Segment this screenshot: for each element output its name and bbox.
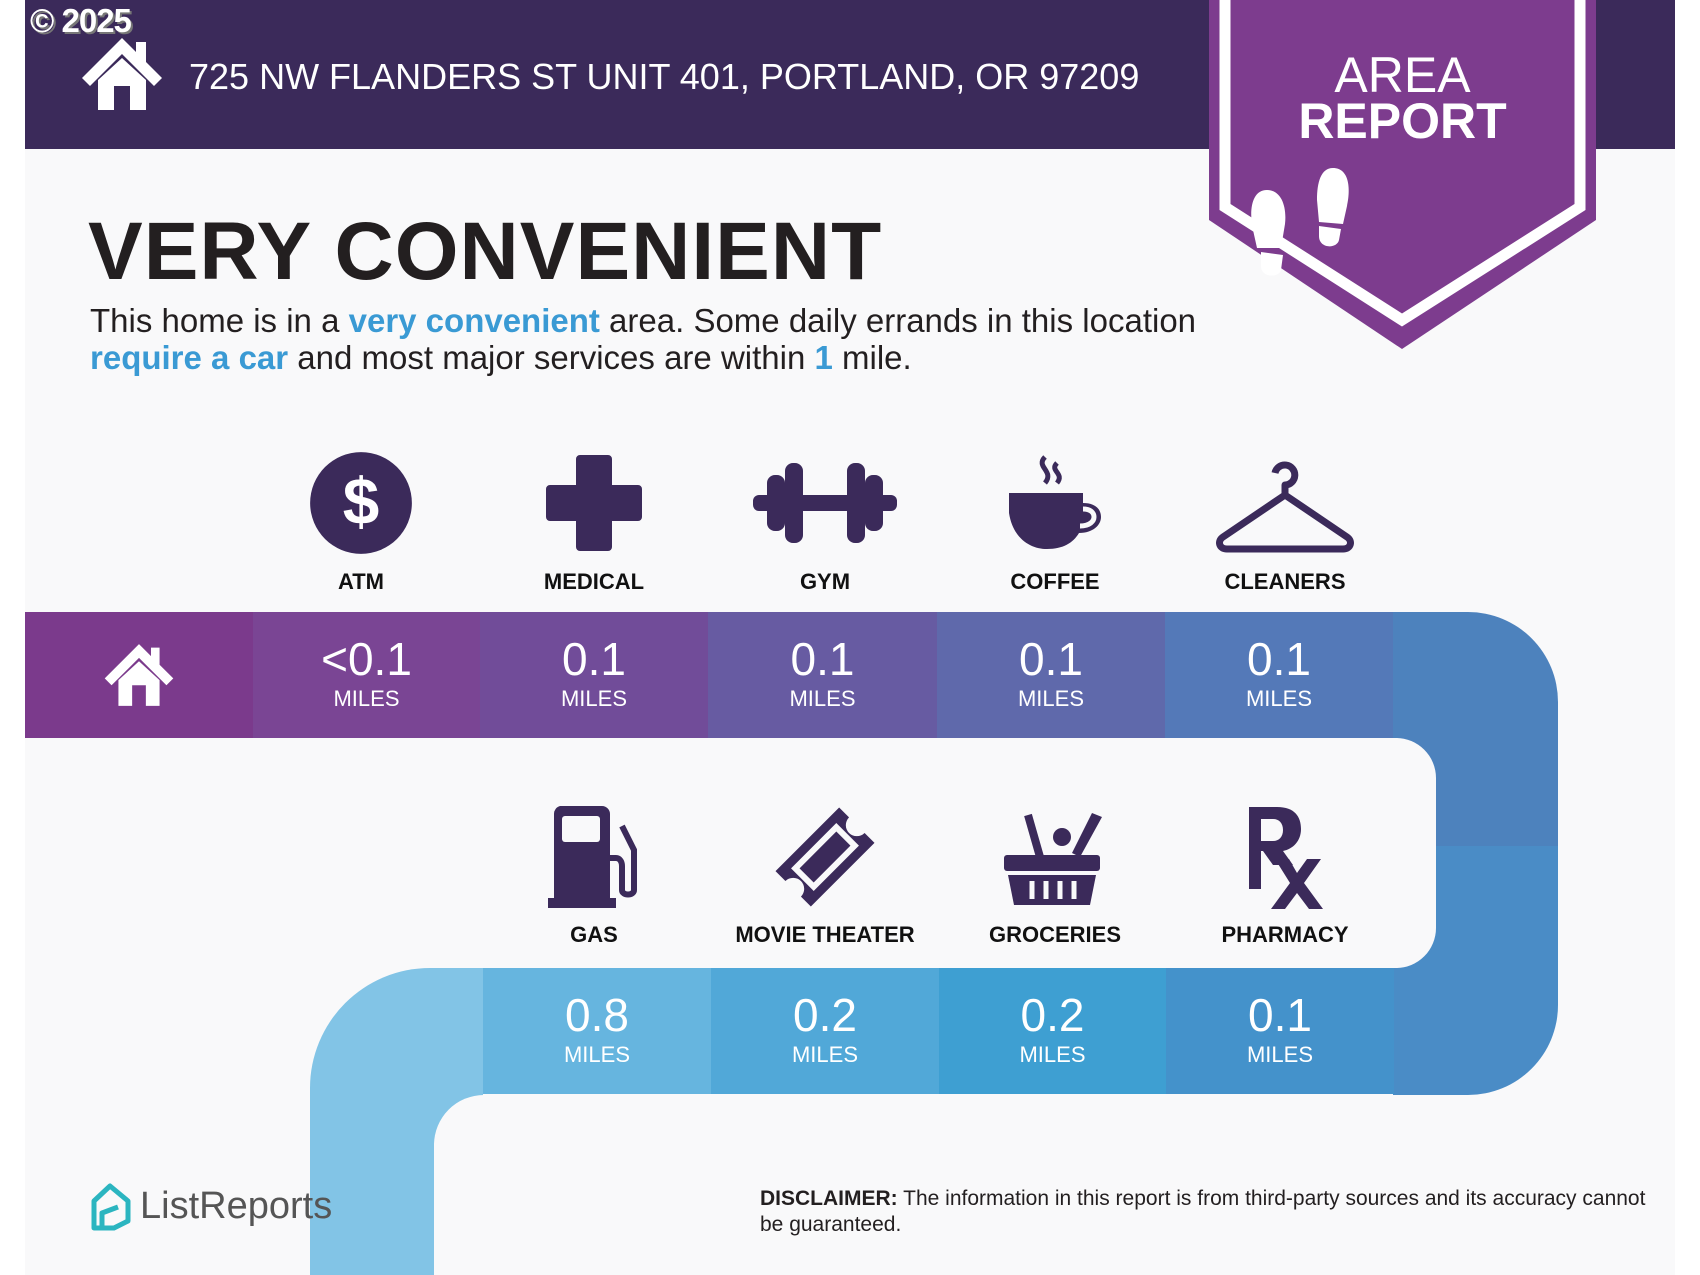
distance-unit: MILES (563, 1042, 631, 1067)
distance-value: 0.1 (1248, 989, 1312, 1041)
distance-unit: MILES (1246, 1042, 1314, 1067)
footprints-icon (1251, 168, 1349, 276)
distance-cell-pharmacy: 0.1 MILES (1166, 968, 1394, 1094)
distance-cell-coffee: 0.1 MILES (937, 612, 1165, 738)
listreports-logo: ListReports (140, 1185, 333, 1227)
distance-unit: MILES (1245, 686, 1313, 711)
category-label: GAS (570, 922, 618, 947)
svg-text:$: $ (343, 465, 380, 538)
category-label: MEDICAL (543, 569, 645, 594)
distance-unit: MILES (333, 686, 400, 711)
distance-value: <0.1 (321, 633, 412, 685)
dollar-icon: $ (281, 448, 441, 558)
distance-value: 0.1 (1247, 633, 1311, 685)
ticket-icon (745, 802, 905, 912)
distance-cell-gas: 0.8 MILES (483, 968, 711, 1094)
home-cell (25, 612, 253, 738)
category-label: GYM (799, 569, 851, 594)
listreports-logo-icon (91, 1183, 131, 1231)
category-label: GROCERIES (988, 922, 1122, 947)
distance-cell-gym: 0.1 MILES (708, 612, 937, 738)
dumbbell-icon (745, 448, 905, 558)
route-gap-bottom (434, 1095, 1675, 1275)
distance-value: 0.1 (1019, 633, 1083, 685)
distance-unit: MILES (789, 686, 856, 711)
distance-unit: MILES (1019, 1042, 1086, 1067)
gas-pump-icon (514, 802, 674, 912)
summary-text: This home is in a very convenient area. … (90, 302, 1197, 376)
grocery-basket-icon (975, 802, 1135, 912)
page-title: VERY CONVENIENT (88, 206, 883, 297)
distance-cell-atm: <0.1 MILES (253, 612, 480, 738)
distance-value: 0.1 (790, 633, 855, 685)
home-icon (82, 38, 162, 110)
area-report-badge (1209, 0, 1596, 349)
copyright: © 2025 (30, 2, 132, 39)
distance-cell-medical: 0.1 MILES (480, 612, 708, 738)
hanger-icon (1205, 448, 1365, 558)
distance-unit: MILES (560, 686, 628, 711)
badge-line2: REPORT (1298, 93, 1507, 149)
distance-unit: MILES (1017, 686, 1085, 711)
distance-value: 0.2 (1020, 989, 1085, 1041)
home-icon (104, 644, 174, 706)
coffee-cup-icon (975, 448, 1135, 558)
distance-cell-groceries: 0.2 MILES (939, 968, 1166, 1094)
category-label: PHARMACY (1221, 922, 1349, 947)
property-address: 725 NW FLANDERS ST UNIT 401, PORTLAND, O… (189, 56, 1140, 97)
distance-cell-movie-theater: 0.2 MILES (711, 968, 939, 1094)
category-label: COFFEE (1010, 569, 1100, 594)
category-label: MOVIE THEATER (735, 922, 915, 947)
badge-line1: AREA (1334, 47, 1471, 103)
rx-icon (1205, 802, 1365, 912)
distance-value: 0.1 (562, 633, 626, 685)
disclaimer: DISCLAIMER: The information in this repo… (760, 1187, 1646, 1236)
distance-value: 0.2 (793, 989, 857, 1041)
category-label: ATM (337, 569, 385, 594)
distance-cell-cleaners: 0.1 MILES (1165, 612, 1393, 738)
category-label: CLEANERS (1224, 569, 1346, 594)
route-gap (25, 738, 1436, 968)
distance-value: 0.8 (565, 989, 629, 1041)
medical-cross-icon (514, 448, 674, 558)
distance-unit: MILES (791, 1042, 859, 1067)
